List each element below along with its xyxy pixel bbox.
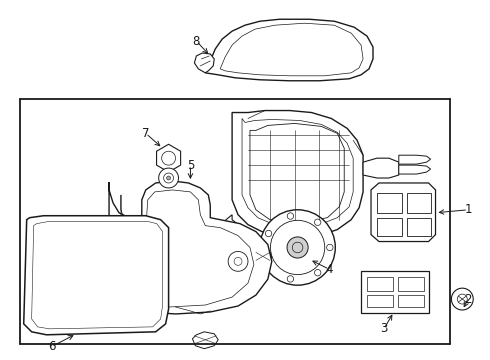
Polygon shape	[232, 111, 363, 238]
Polygon shape	[109, 181, 272, 314]
Polygon shape	[24, 216, 169, 335]
Circle shape	[228, 251, 248, 271]
Circle shape	[266, 230, 272, 237]
Polygon shape	[195, 53, 214, 73]
Text: 8: 8	[193, 35, 200, 48]
Bar	[407, 193, 431, 213]
Circle shape	[287, 213, 294, 219]
Bar	[377, 193, 402, 213]
Text: 3: 3	[380, 322, 388, 336]
Circle shape	[139, 244, 159, 264]
Polygon shape	[193, 332, 218, 349]
Polygon shape	[371, 183, 436, 242]
Circle shape	[167, 176, 171, 180]
Circle shape	[451, 288, 473, 310]
Text: 4: 4	[325, 263, 333, 276]
Bar	[367, 295, 393, 307]
Polygon shape	[205, 215, 270, 284]
Circle shape	[315, 270, 321, 276]
Circle shape	[159, 168, 178, 188]
Polygon shape	[399, 165, 431, 174]
Bar	[367, 277, 393, 291]
Bar	[398, 295, 424, 307]
Polygon shape	[254, 249, 272, 264]
Bar	[361, 271, 429, 313]
Polygon shape	[399, 155, 431, 164]
Text: 6: 6	[48, 340, 55, 353]
Bar	[377, 218, 402, 235]
Circle shape	[260, 210, 335, 285]
Bar	[398, 277, 424, 291]
Polygon shape	[363, 158, 399, 178]
Text: 7: 7	[142, 127, 149, 140]
Circle shape	[266, 258, 272, 265]
Circle shape	[315, 219, 321, 225]
Text: 1: 1	[465, 203, 472, 216]
Bar	[407, 218, 431, 235]
Circle shape	[287, 237, 308, 258]
Text: 2: 2	[465, 293, 472, 306]
Text: 5: 5	[187, 159, 194, 172]
Polygon shape	[157, 144, 181, 172]
Circle shape	[287, 276, 294, 282]
Polygon shape	[205, 19, 373, 81]
Circle shape	[327, 244, 333, 251]
